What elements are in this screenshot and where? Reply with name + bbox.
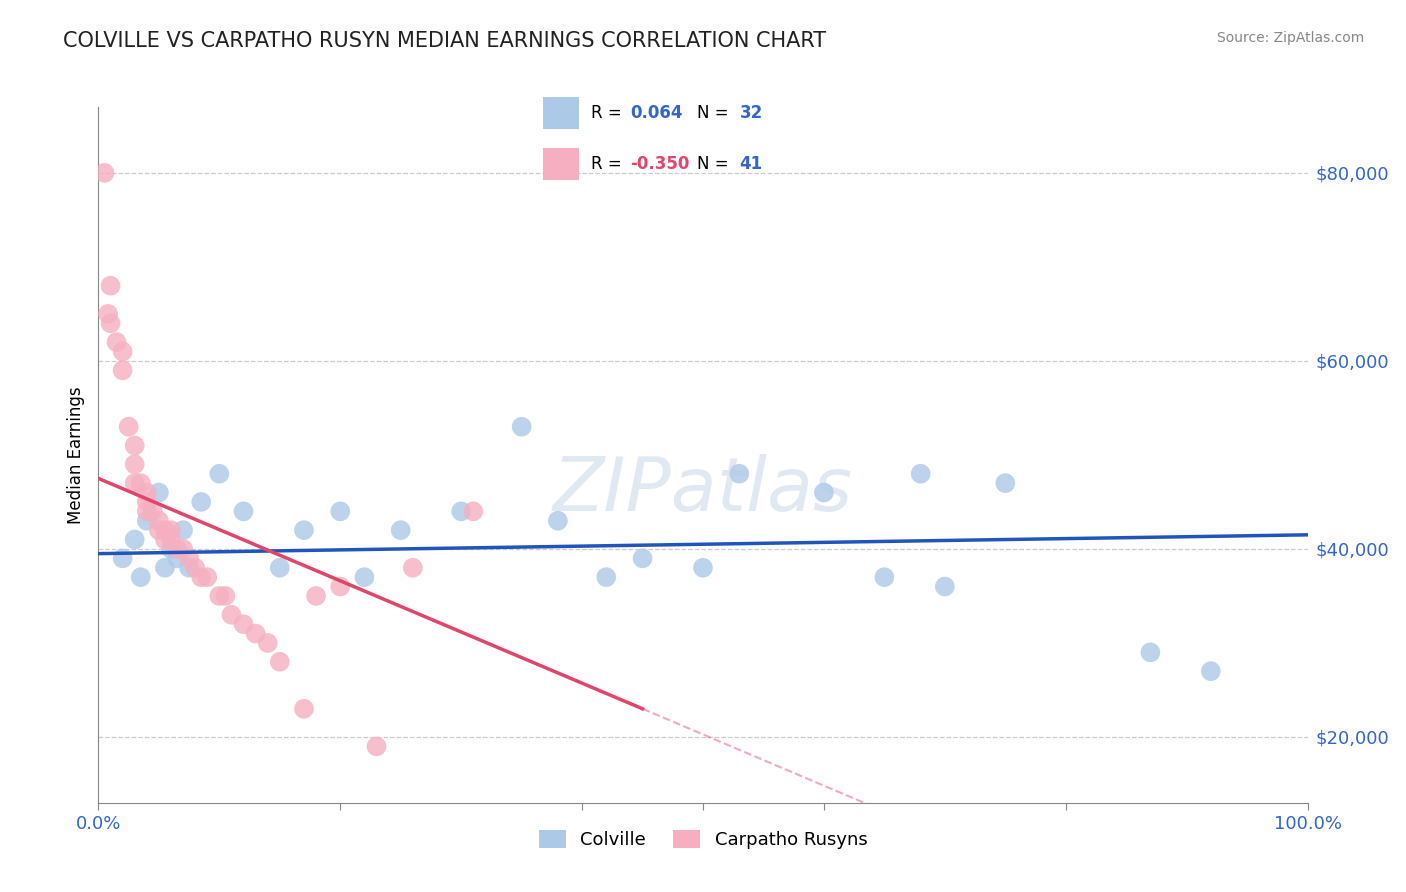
Point [728, 467, 751, 481]
Point [153, 523, 176, 537]
Text: COLVILLE VS CARPATHO RUSYN MEDIAN EARNINGS CORRELATION CHART: COLVILLE VS CARPATHO RUSYN MEDIAN EARNIN… [63, 31, 827, 51]
Point [510, 419, 533, 434]
Point [190, 570, 212, 584]
Point [148, 523, 170, 537]
Point [93, 166, 115, 180]
Text: 0.064: 0.064 [630, 103, 682, 121]
Point [153, 560, 176, 574]
Point [97, 307, 120, 321]
Point [148, 485, 170, 500]
Point [100, 316, 122, 330]
Point [232, 617, 254, 632]
Point [631, 551, 654, 566]
Text: R =: R = [591, 155, 627, 173]
Point [208, 589, 231, 603]
Point [910, 467, 932, 481]
Point [463, 504, 485, 518]
Point [195, 570, 218, 584]
Point [124, 476, 146, 491]
Point [111, 344, 134, 359]
Point [692, 560, 714, 574]
Point [353, 570, 375, 584]
Point [135, 495, 157, 509]
Legend: Colville, Carpatho Rusyns: Colville, Carpatho Rusyns [531, 822, 875, 856]
Point [329, 580, 352, 594]
Point [124, 438, 146, 452]
Point [160, 533, 183, 547]
Point [366, 739, 388, 754]
Point [305, 589, 328, 603]
Text: N =: N = [697, 103, 728, 121]
Point [269, 560, 291, 574]
Point [135, 485, 157, 500]
Point [1139, 645, 1161, 659]
Point [292, 523, 315, 537]
Point [166, 551, 188, 566]
Point [172, 523, 194, 537]
Text: ZIPatlas: ZIPatlas [553, 454, 853, 525]
Point [1199, 664, 1222, 678]
Point [111, 551, 134, 566]
Point [179, 560, 201, 574]
Point [124, 458, 146, 472]
Point [160, 523, 183, 537]
Point [148, 514, 170, 528]
Bar [543, 96, 579, 129]
Point [208, 467, 231, 481]
Bar [543, 147, 579, 180]
Point [934, 580, 956, 594]
Point [221, 607, 243, 622]
Point [124, 533, 146, 547]
Text: R =: R = [591, 103, 631, 121]
Point [256, 636, 278, 650]
Point [100, 278, 122, 293]
Point [595, 570, 617, 584]
Point [450, 504, 472, 518]
Point [245, 626, 267, 640]
Point [873, 570, 896, 584]
Point [214, 589, 236, 603]
Text: 41: 41 [740, 155, 762, 173]
Point [160, 541, 183, 556]
Point [329, 504, 352, 518]
Text: 32: 32 [740, 103, 763, 121]
Point [129, 476, 152, 491]
Point [402, 560, 425, 574]
Point [153, 533, 176, 547]
Point [292, 702, 315, 716]
Point [190, 495, 212, 509]
Y-axis label: Median Earnings: Median Earnings [66, 386, 84, 524]
Point [166, 541, 188, 556]
Point [111, 363, 134, 377]
Text: N =: N = [697, 155, 728, 173]
Point [547, 514, 569, 528]
Text: -0.350: -0.350 [630, 155, 689, 173]
Text: Source: ZipAtlas.com: Source: ZipAtlas.com [1216, 31, 1364, 45]
Point [994, 476, 1017, 491]
Point [135, 514, 157, 528]
Point [184, 560, 207, 574]
Point [129, 570, 152, 584]
Point [172, 541, 194, 556]
Point [389, 523, 412, 537]
Point [105, 335, 128, 350]
Point [269, 655, 291, 669]
Point [232, 504, 254, 518]
Point [179, 551, 201, 566]
Point [142, 504, 165, 518]
Point [118, 419, 141, 434]
Point [813, 485, 835, 500]
Point [135, 504, 157, 518]
